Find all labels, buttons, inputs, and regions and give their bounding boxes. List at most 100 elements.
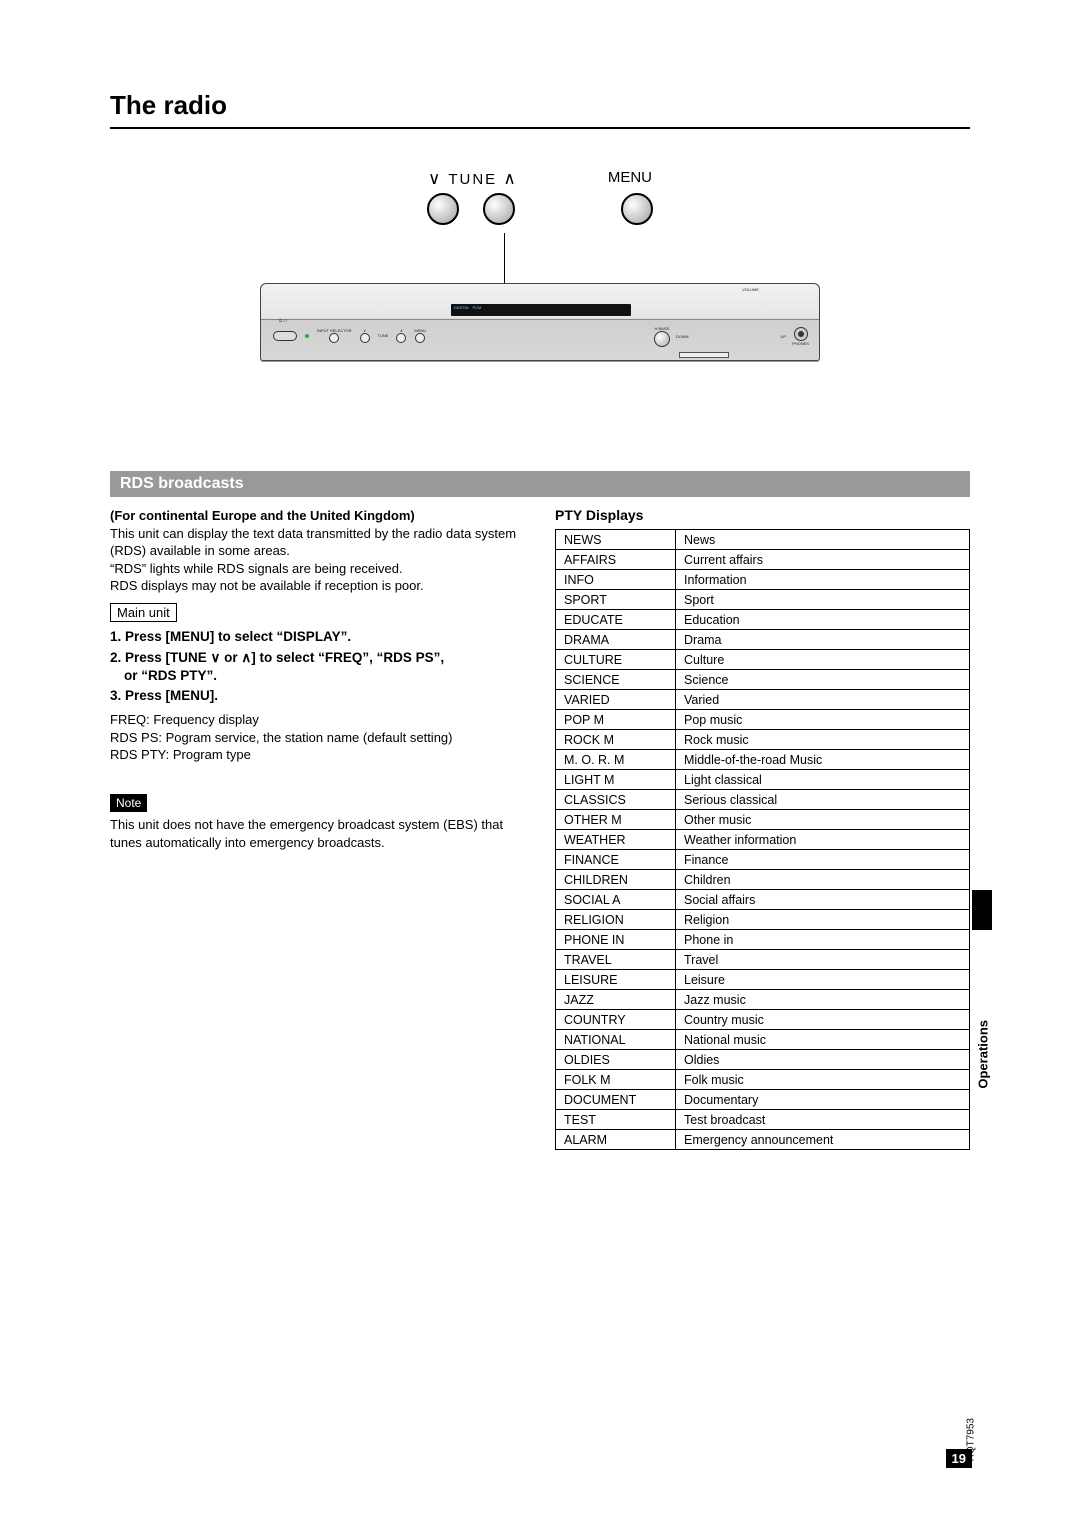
pty-code: LIGHT M	[556, 770, 676, 790]
steps-list: 1. Press [MENU] to select “DISPLAY”. 2. …	[110, 628, 525, 705]
table-row: PHONE INPhone in	[556, 930, 970, 950]
up-label: UP	[781, 334, 787, 339]
pty-desc: Jazz music	[676, 990, 970, 1010]
pty-code: POP M	[556, 710, 676, 730]
chevron-down-icon: ∨	[428, 169, 442, 188]
pty-desc: Sport	[676, 590, 970, 610]
pty-desc: Leisure	[676, 970, 970, 990]
title-rule	[110, 127, 970, 129]
table-row: LIGHT MLight classical	[556, 770, 970, 790]
section-bar-rds: RDS broadcasts	[110, 471, 970, 497]
pty-desc: Science	[676, 670, 970, 690]
volume-label: VOLUME	[742, 287, 759, 292]
page-title: The radio	[110, 90, 970, 121]
tune-up-tiny-knob	[396, 333, 406, 343]
table-row: M. O. R. MMiddle-of-the-road Music	[556, 750, 970, 770]
side-tab: Operations	[952, 870, 972, 1020]
table-row: COUNTRYCountry music	[556, 1010, 970, 1030]
pty-title: PTY Displays	[555, 507, 970, 523]
menu-label: MENU	[608, 169, 652, 189]
table-row: TESTTest broadcast	[556, 1110, 970, 1130]
pty-code: EDUCATE	[556, 610, 676, 630]
pty-desc: Current affairs	[676, 550, 970, 570]
pty-code: FINANCE	[556, 850, 676, 870]
pty-desc: Drama	[676, 630, 970, 650]
pty-desc: Varied	[676, 690, 970, 710]
pty-desc: News	[676, 530, 970, 550]
table-row: EDUCATEEducation	[556, 610, 970, 630]
table-row: ROCK MRock music	[556, 730, 970, 750]
table-row: TRAVELTravel	[556, 950, 970, 970]
input-selector-knob	[329, 333, 339, 343]
pty-code: PHONE IN	[556, 930, 676, 950]
pty-code: DRAMA	[556, 630, 676, 650]
menu-knob	[621, 193, 653, 225]
hbass-knob	[654, 331, 670, 347]
pty-desc: Children	[676, 870, 970, 890]
step-2: 2. Press [TUNE ∨ or ∧] to select “FREQ”,…	[110, 649, 525, 685]
pty-code: M. O. R. M	[556, 750, 676, 770]
table-row: DRAMADrama	[556, 630, 970, 650]
pty-desc: Country music	[676, 1010, 970, 1030]
step-2-line2: or “RDS PTY”.	[124, 667, 525, 685]
pty-code: ROCK M	[556, 730, 676, 750]
table-row: WEATHERWeather information	[556, 830, 970, 850]
pty-code: TRAVEL	[556, 950, 676, 970]
power-led-icon	[305, 334, 309, 338]
step-2-line1: 2. Press [TUNE ∨ or ∧] to select “FREQ”,…	[110, 650, 444, 665]
pty-code: SPORT	[556, 590, 676, 610]
pty-desc: Middle-of-the-road Music	[676, 750, 970, 770]
leader-line	[504, 233, 505, 283]
pty-code: CULTURE	[556, 650, 676, 670]
pty-code: TEST	[556, 1110, 676, 1130]
power-label: ⏻ / I	[279, 318, 287, 323]
table-row: SPORTSport	[556, 590, 970, 610]
tune-label: ∨ TUNE ∧	[428, 169, 518, 189]
region-subhead: (For continental Europe and the United K…	[110, 507, 525, 525]
phones-label: PHONES	[792, 341, 809, 346]
device-slot	[679, 352, 729, 358]
pty-code: NEWS	[556, 530, 676, 550]
pty-desc: Test broadcast	[676, 1110, 970, 1130]
pty-desc: Travel	[676, 950, 970, 970]
device-display: DIGITAL PCM	[451, 304, 631, 316]
phones-jack-icon	[794, 327, 808, 341]
pty-desc: Serious classical	[676, 790, 970, 810]
pty-desc: Pop music	[676, 710, 970, 730]
device-right-controls: H.BASS DOWN UP PHONES	[654, 326, 809, 347]
def-rdsps: RDS PS: Pogram service, the station name…	[110, 729, 525, 747]
main-unit-box: Main unit	[110, 603, 177, 623]
intro-p1: This unit can display the text data tran…	[110, 525, 525, 560]
note-label: Note	[110, 794, 147, 812]
step-1: 1. Press [MENU] to select “DISPLAY”.	[110, 628, 525, 646]
table-row: CLASSICSSerious classical	[556, 790, 970, 810]
pty-desc: Finance	[676, 850, 970, 870]
doc-code: RQT7953	[965, 1418, 976, 1461]
pty-desc: Social affairs	[676, 890, 970, 910]
pty-desc: Other music	[676, 810, 970, 830]
table-row: AFFAIRSCurrent affairs	[556, 550, 970, 570]
right-column: PTY Displays NEWSNewsAFFAIRSCurrent affa…	[555, 507, 970, 1150]
table-row: FINANCEFinance	[556, 850, 970, 870]
pty-code: DOCUMENT	[556, 1090, 676, 1110]
pty-desc: Oldies	[676, 1050, 970, 1070]
table-row: POP MPop music	[556, 710, 970, 730]
down-label: DOWN	[676, 334, 689, 339]
pty-desc: Education	[676, 610, 970, 630]
pty-code: AFFAIRS	[556, 550, 676, 570]
menu-tiny-knob	[415, 333, 425, 343]
device-diagram: ∨ TUNE ∧ MENU VOLUME DIGITAL PCM INPUT S…	[260, 169, 820, 361]
table-row: OTHER MOther music	[556, 810, 970, 830]
pty-code: CLASSICS	[556, 790, 676, 810]
pty-code: SCIENCE	[556, 670, 676, 690]
table-row: CULTURECulture	[556, 650, 970, 670]
pty-desc: Weather information	[676, 830, 970, 850]
intro-p2: “RDS” lights while RDS signals are being…	[110, 560, 525, 578]
pty-code: OLDIES	[556, 1050, 676, 1070]
table-row: CHILDRENChildren	[556, 870, 970, 890]
pty-code: JAZZ	[556, 990, 676, 1010]
power-switch	[273, 331, 297, 341]
pty-desc: Emergency announcement	[676, 1130, 970, 1150]
pty-table: NEWSNewsAFFAIRSCurrent affairsINFOInform…	[555, 529, 970, 1150]
pty-desc: National music	[676, 1030, 970, 1050]
